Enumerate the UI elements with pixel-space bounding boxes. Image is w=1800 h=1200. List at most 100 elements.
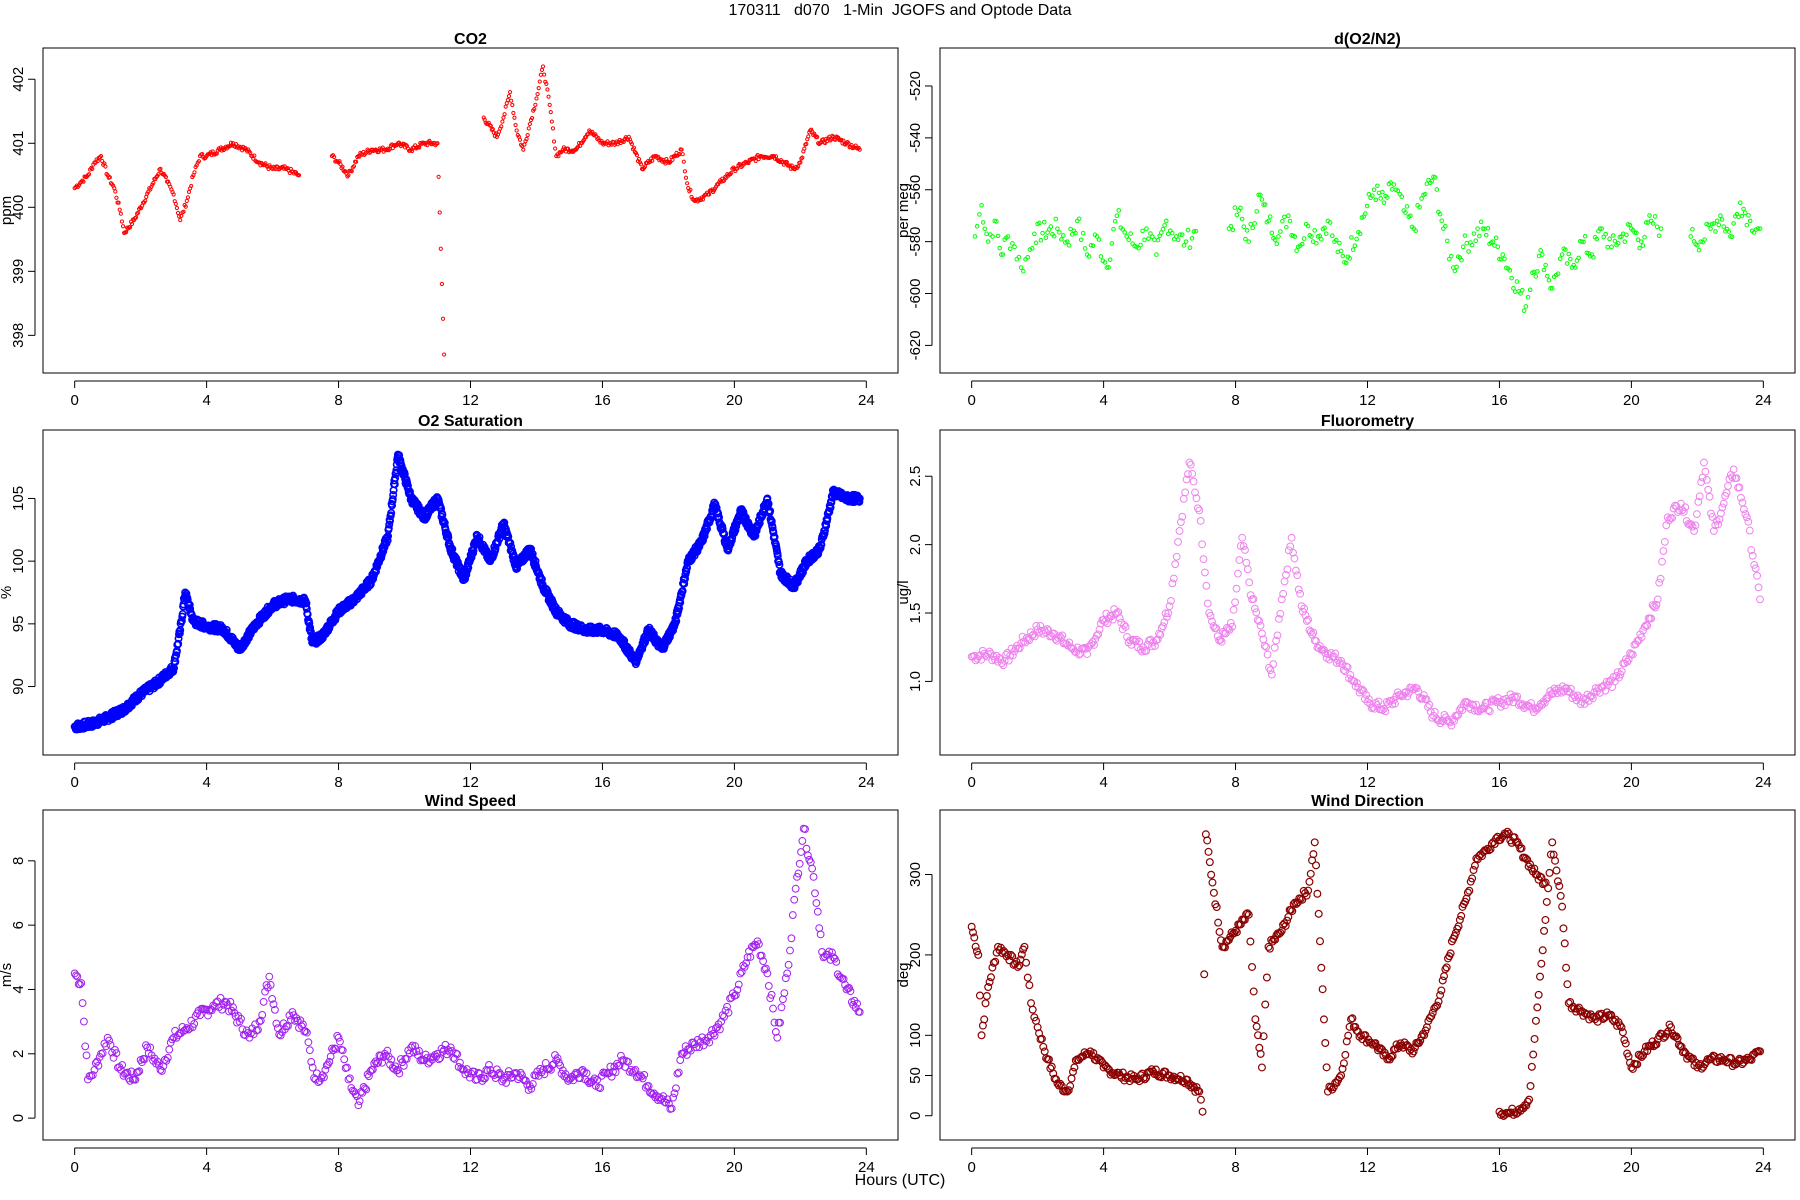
data-point [440, 316, 446, 321]
data-point [1367, 1038, 1376, 1047]
data-point [1557, 256, 1563, 261]
data-point [344, 1075, 353, 1084]
data-point [346, 173, 351, 178]
data-point [1736, 1056, 1745, 1065]
data-point [1705, 492, 1714, 501]
data-point [780, 989, 789, 998]
y-tick-label: -580 [907, 227, 924, 257]
data-point [673, 1069, 682, 1078]
data-point [1427, 1012, 1436, 1021]
data-point [265, 972, 274, 981]
data-point [1460, 244, 1466, 250]
data-point [629, 141, 634, 147]
data-point [1603, 231, 1608, 237]
data-point [1756, 595, 1764, 604]
data-point [135, 1067, 144, 1076]
data-point [178, 218, 183, 223]
data-point [326, 1052, 335, 1061]
data-point [1404, 204, 1410, 209]
plot-frame [42, 809, 899, 1141]
data-point [1261, 1000, 1270, 1009]
data-point [338, 1046, 347, 1055]
data-point [1485, 707, 1494, 716]
data-point [383, 1046, 392, 1055]
data-point [1597, 226, 1603, 231]
data-point [1530, 1034, 1539, 1043]
data-point [611, 1068, 620, 1077]
data-point [1048, 224, 1054, 229]
data-point [1376, 1044, 1385, 1053]
data-point [1199, 555, 1208, 564]
data-point [1249, 987, 1258, 996]
data-point [1015, 961, 1024, 970]
data-point [1403, 210, 1408, 215]
x-tick-label: 20 [1623, 774, 1640, 791]
data-point [1136, 245, 1141, 251]
data-point [1272, 237, 1278, 243]
x-tick-label: 12 [462, 392, 479, 409]
data-point [1483, 699, 1491, 707]
data-point [991, 957, 1000, 966]
data-point [1612, 238, 1618, 244]
data-point [1737, 200, 1743, 206]
data-point [171, 192, 176, 197]
data-point [1067, 1074, 1076, 1083]
data-point [1073, 230, 1078, 236]
data-point [388, 495, 397, 504]
data-point [1246, 239, 1252, 244]
data-point [1176, 518, 1185, 527]
y-tick-label: 200 [907, 942, 924, 967]
data-point [1338, 248, 1344, 254]
data-point [565, 146, 571, 151]
data-point [760, 965, 769, 974]
data-point [1714, 520, 1722, 529]
data-point [1371, 187, 1377, 193]
data-point [1203, 599, 1212, 608]
data-point [788, 911, 797, 919]
data-point [999, 252, 1004, 257]
data-point [1284, 224, 1289, 230]
data-point [1154, 252, 1159, 257]
data-point [175, 210, 181, 216]
data-point [1269, 660, 1278, 669]
data-point [1345, 1022, 1354, 1031]
data-point [979, 203, 984, 208]
x-tick-label: 24 [1755, 774, 1772, 791]
x-tick-label: 20 [726, 774, 743, 791]
data-point [855, 1008, 864, 1016]
data-point [1668, 514, 1676, 522]
data-point [1262, 202, 1268, 207]
data-point [984, 983, 993, 992]
data-point [1013, 962, 1022, 971]
data-point [1317, 963, 1326, 972]
data-point [1293, 571, 1302, 580]
data-point [1184, 470, 1192, 479]
data-point [1106, 265, 1111, 270]
data-point [728, 533, 737, 542]
data-point [811, 889, 819, 898]
data-point [1057, 230, 1062, 235]
data-point [548, 1061, 557, 1069]
data-point [351, 164, 357, 169]
data-point [1360, 695, 1369, 704]
data-point [997, 245, 1003, 251]
data-point [1744, 222, 1750, 228]
data-point [1633, 1060, 1642, 1069]
data-point [1538, 946, 1547, 955]
data-point [1282, 571, 1290, 579]
data-point [710, 1031, 719, 1040]
data-point [1454, 264, 1459, 270]
data-point [617, 1051, 625, 1060]
data-point [307, 1057, 316, 1066]
data-point [1193, 1086, 1202, 1095]
data-point [336, 1037, 344, 1046]
data-point [384, 524, 393, 533]
data-point [1387, 1052, 1396, 1061]
data-point [1245, 578, 1254, 587]
data-point [481, 1074, 489, 1083]
data-point [1029, 630, 1038, 639]
data-point [1016, 254, 1022, 260]
data-point [450, 1055, 459, 1063]
data-point [1054, 634, 1063, 642]
data-point [1104, 265, 1110, 270]
